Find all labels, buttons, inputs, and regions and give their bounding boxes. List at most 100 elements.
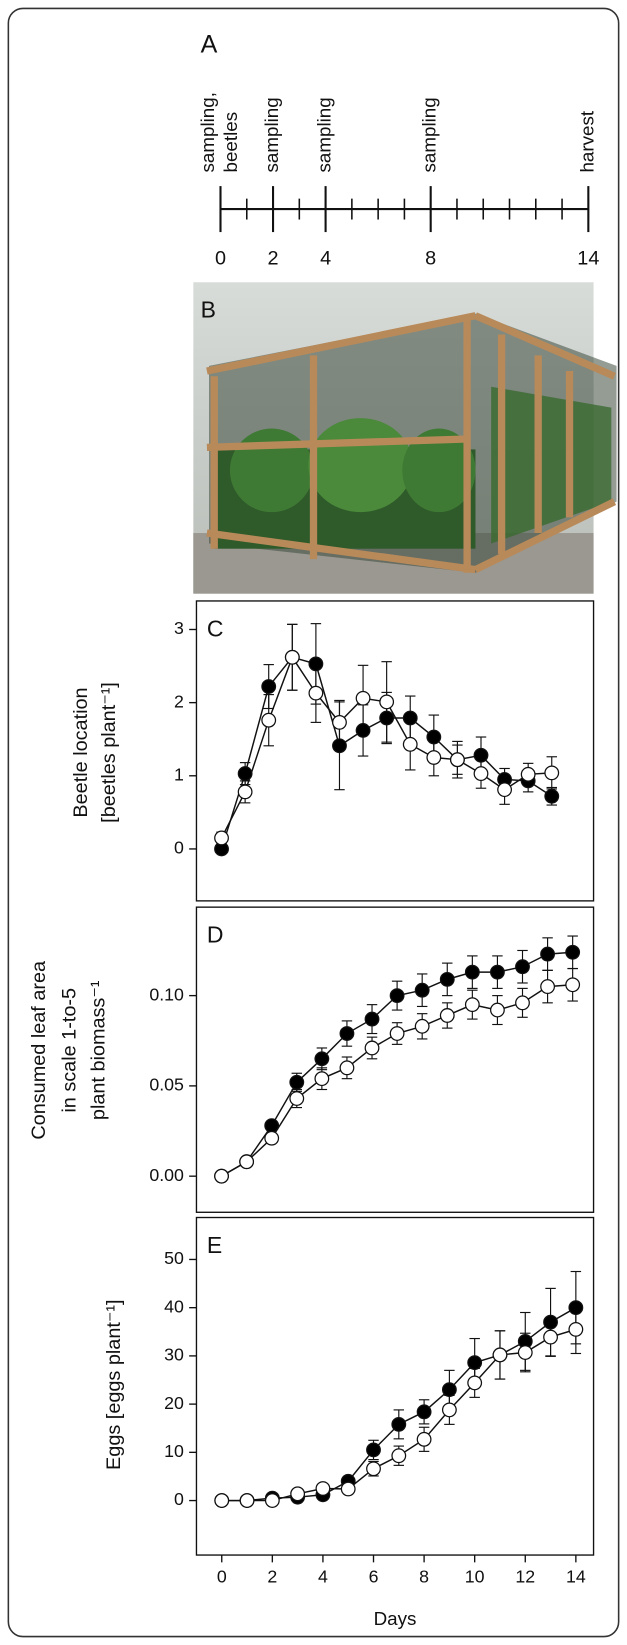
marker [402, 736, 418, 752]
marker [497, 782, 513, 798]
marker [355, 723, 371, 738]
marker [568, 1321, 584, 1337]
marker [490, 1002, 505, 1018]
marker [402, 710, 418, 726]
y-tick-label: 10 [164, 1441, 184, 1461]
marker [490, 964, 505, 980]
marker [464, 997, 480, 1013]
marker [426, 750, 442, 765]
marker [379, 710, 395, 726]
marker [366, 1442, 381, 1458]
marker [314, 1071, 330, 1087]
plot-frame [195, 600, 595, 902]
marker [544, 765, 560, 781]
marker [214, 830, 229, 846]
tick-label: 14 [577, 247, 599, 269]
event-label: harvest [576, 110, 597, 172]
marker [414, 1018, 430, 1034]
marker [391, 1416, 407, 1432]
tick-label: 2 [268, 247, 279, 269]
marker [284, 649, 300, 665]
marker [473, 747, 489, 763]
y-tick-label: 50 [164, 1248, 184, 1268]
marker [379, 694, 395, 710]
marker [239, 1493, 255, 1508]
marker [366, 1461, 381, 1477]
y-axis-label: Eggs [eggs plant⁻¹] [103, 1299, 125, 1469]
marker [339, 1026, 355, 1041]
tick-label: 8 [425, 247, 436, 269]
marker [492, 1347, 508, 1363]
marker [565, 977, 581, 993]
marker [315, 1481, 331, 1496]
y-tick-label: 40 [164, 1296, 184, 1316]
tick-label: 4 [320, 247, 331, 269]
marker [364, 1040, 380, 1056]
marker [239, 1154, 255, 1170]
marker [416, 1431, 432, 1447]
marker [464, 964, 480, 980]
panel-label: A [201, 31, 218, 59]
photo [193, 282, 617, 594]
marker [543, 1329, 558, 1345]
marker [565, 944, 581, 960]
plot-frame [195, 906, 595, 1213]
marker [439, 971, 455, 987]
x-tick-label: 10 [465, 1567, 485, 1587]
y-tick-label: 0.10 [149, 984, 184, 1004]
marker [391, 1448, 407, 1464]
marker [515, 959, 530, 975]
marker [414, 982, 430, 998]
x-tick-label: 0 [217, 1567, 227, 1587]
marker [237, 766, 253, 782]
marker [568, 1300, 584, 1316]
marker [214, 1493, 230, 1508]
panel-label: D [207, 921, 224, 947]
y-tick-label: 0.00 [149, 1165, 184, 1185]
event-label: sampling [261, 97, 282, 172]
panel-label: E [207, 1232, 222, 1258]
panel-label: C [207, 615, 224, 641]
marker [261, 679, 277, 694]
plot-frame [195, 1216, 595, 1556]
x-axis-label: Days [374, 1608, 417, 1629]
y-tick-label: 3 [174, 618, 184, 638]
marker [339, 1060, 355, 1076]
y-tick-label: 0.05 [149, 1075, 184, 1095]
marker [314, 1051, 330, 1067]
y-tick-label: 1 [174, 764, 184, 784]
tick-label: 0 [215, 247, 226, 269]
marker [332, 714, 347, 730]
marker [389, 988, 405, 1004]
marker [264, 1130, 280, 1146]
marker [439, 1008, 455, 1023]
panel-label: B [201, 297, 216, 323]
marker [308, 656, 324, 672]
marker [473, 766, 489, 782]
marker [308, 685, 324, 701]
marker [426, 729, 442, 745]
event-label: beetles [220, 112, 241, 173]
marker [290, 1486, 306, 1502]
marker [416, 1404, 432, 1420]
x-tick-label: 12 [515, 1567, 535, 1587]
event-label: sampling [419, 97, 440, 172]
x-tick-label: 8 [419, 1567, 429, 1587]
marker [540, 946, 555, 962]
marker [355, 690, 371, 706]
y-tick-label: 0 [174, 838, 184, 858]
marker [289, 1091, 305, 1106]
x-tick-label: 2 [267, 1567, 277, 1587]
y-tick-label: 20 [164, 1393, 184, 1413]
marker [389, 1026, 405, 1041]
y-axis-label: in scale 1-to-5 [58, 988, 80, 1113]
y-axis-label: [beetles plant⁻¹] [98, 682, 120, 823]
marker [515, 995, 530, 1011]
marker [441, 1402, 457, 1418]
marker [467, 1355, 483, 1371]
marker [237, 784, 253, 800]
marker [517, 1345, 533, 1360]
event-label: sampling [314, 97, 335, 172]
marker [540, 979, 555, 995]
